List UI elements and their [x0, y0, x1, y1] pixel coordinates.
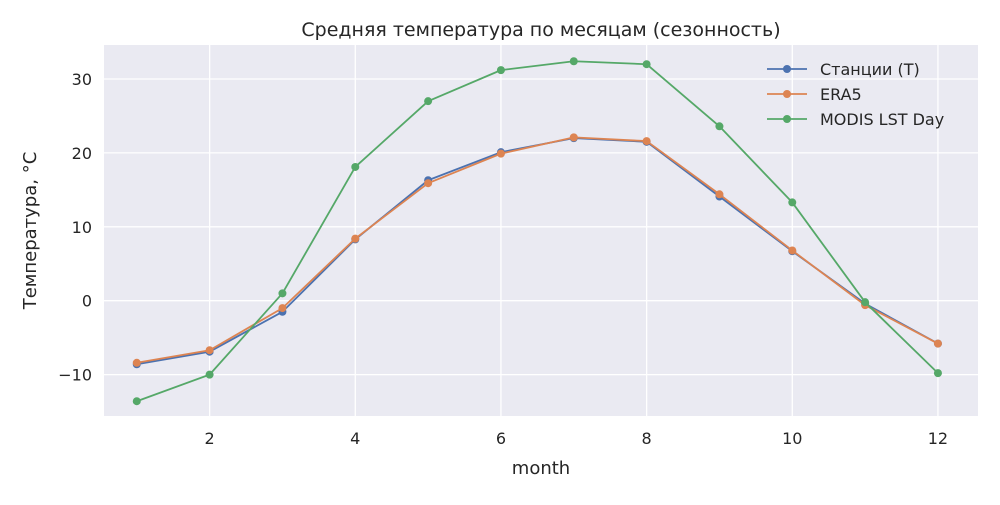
- legend-item: ERA5: [767, 85, 862, 104]
- data-point: [205, 346, 214, 355]
- y-tick-label: 10: [72, 218, 92, 237]
- data-point: [642, 137, 651, 146]
- data-point: [424, 97, 433, 106]
- data-point: [788, 246, 797, 255]
- x-tick-label: 2: [205, 429, 215, 448]
- data-point: [351, 234, 360, 243]
- data-point: [424, 179, 433, 188]
- data-point: [351, 162, 360, 171]
- legend: Станции (T) ERA5 MODIS LST Day: [767, 60, 944, 129]
- data-point: [496, 66, 505, 75]
- x-tick-label: 10: [782, 429, 802, 448]
- legend-marker: [783, 65, 791, 73]
- series-layer: [132, 57, 942, 406]
- y-tick-label: 30: [72, 70, 92, 89]
- x-tick-label: 6: [496, 429, 506, 448]
- y-tick-label: 20: [72, 144, 92, 163]
- x-tick-label: 12: [928, 429, 948, 448]
- data-point: [205, 370, 214, 379]
- data-point: [715, 190, 724, 199]
- legend-item: MODIS LST Day: [767, 110, 944, 129]
- data-point: [132, 358, 141, 367]
- series-2: [132, 133, 942, 367]
- data-point: [278, 304, 287, 313]
- legend-label: ERA5: [820, 85, 862, 104]
- data-point: [132, 397, 141, 406]
- legend-marker: [783, 115, 791, 123]
- series-line: [136, 136, 939, 364]
- grid-lines: [104, 45, 978, 416]
- data-point: [933, 339, 942, 348]
- x-tick-label: 4: [350, 429, 360, 448]
- y-axis-label: Температура, °C: [20, 152, 41, 311]
- series-3: [132, 57, 942, 406]
- y-tick-label: −10: [58, 366, 92, 385]
- data-point: [569, 133, 578, 142]
- data-point: [569, 57, 578, 66]
- data-point: [861, 298, 870, 307]
- data-point: [788, 198, 797, 207]
- data-point: [715, 122, 724, 131]
- data-point: [496, 149, 505, 158]
- x-tick-label: 8: [642, 429, 652, 448]
- y-tick-label: 0: [82, 292, 92, 311]
- legend-label: Станции (T): [820, 60, 920, 79]
- series-line: [136, 60, 939, 403]
- data-point: [278, 289, 287, 298]
- plot-area: [104, 45, 978, 416]
- x-axis-label: month: [512, 458, 570, 479]
- legend-marker: [783, 90, 791, 98]
- data-point: [933, 369, 942, 378]
- tick-labels: 2 4 6 8 10 12 −10 0 10 20 30: [58, 70, 948, 448]
- chart-title: Средняя температура по месяцам (сезоннос…: [301, 19, 780, 41]
- data-point: [642, 60, 651, 69]
- legend-label: MODIS LST Day: [820, 110, 944, 129]
- legend-item: Станции (T): [767, 60, 920, 79]
